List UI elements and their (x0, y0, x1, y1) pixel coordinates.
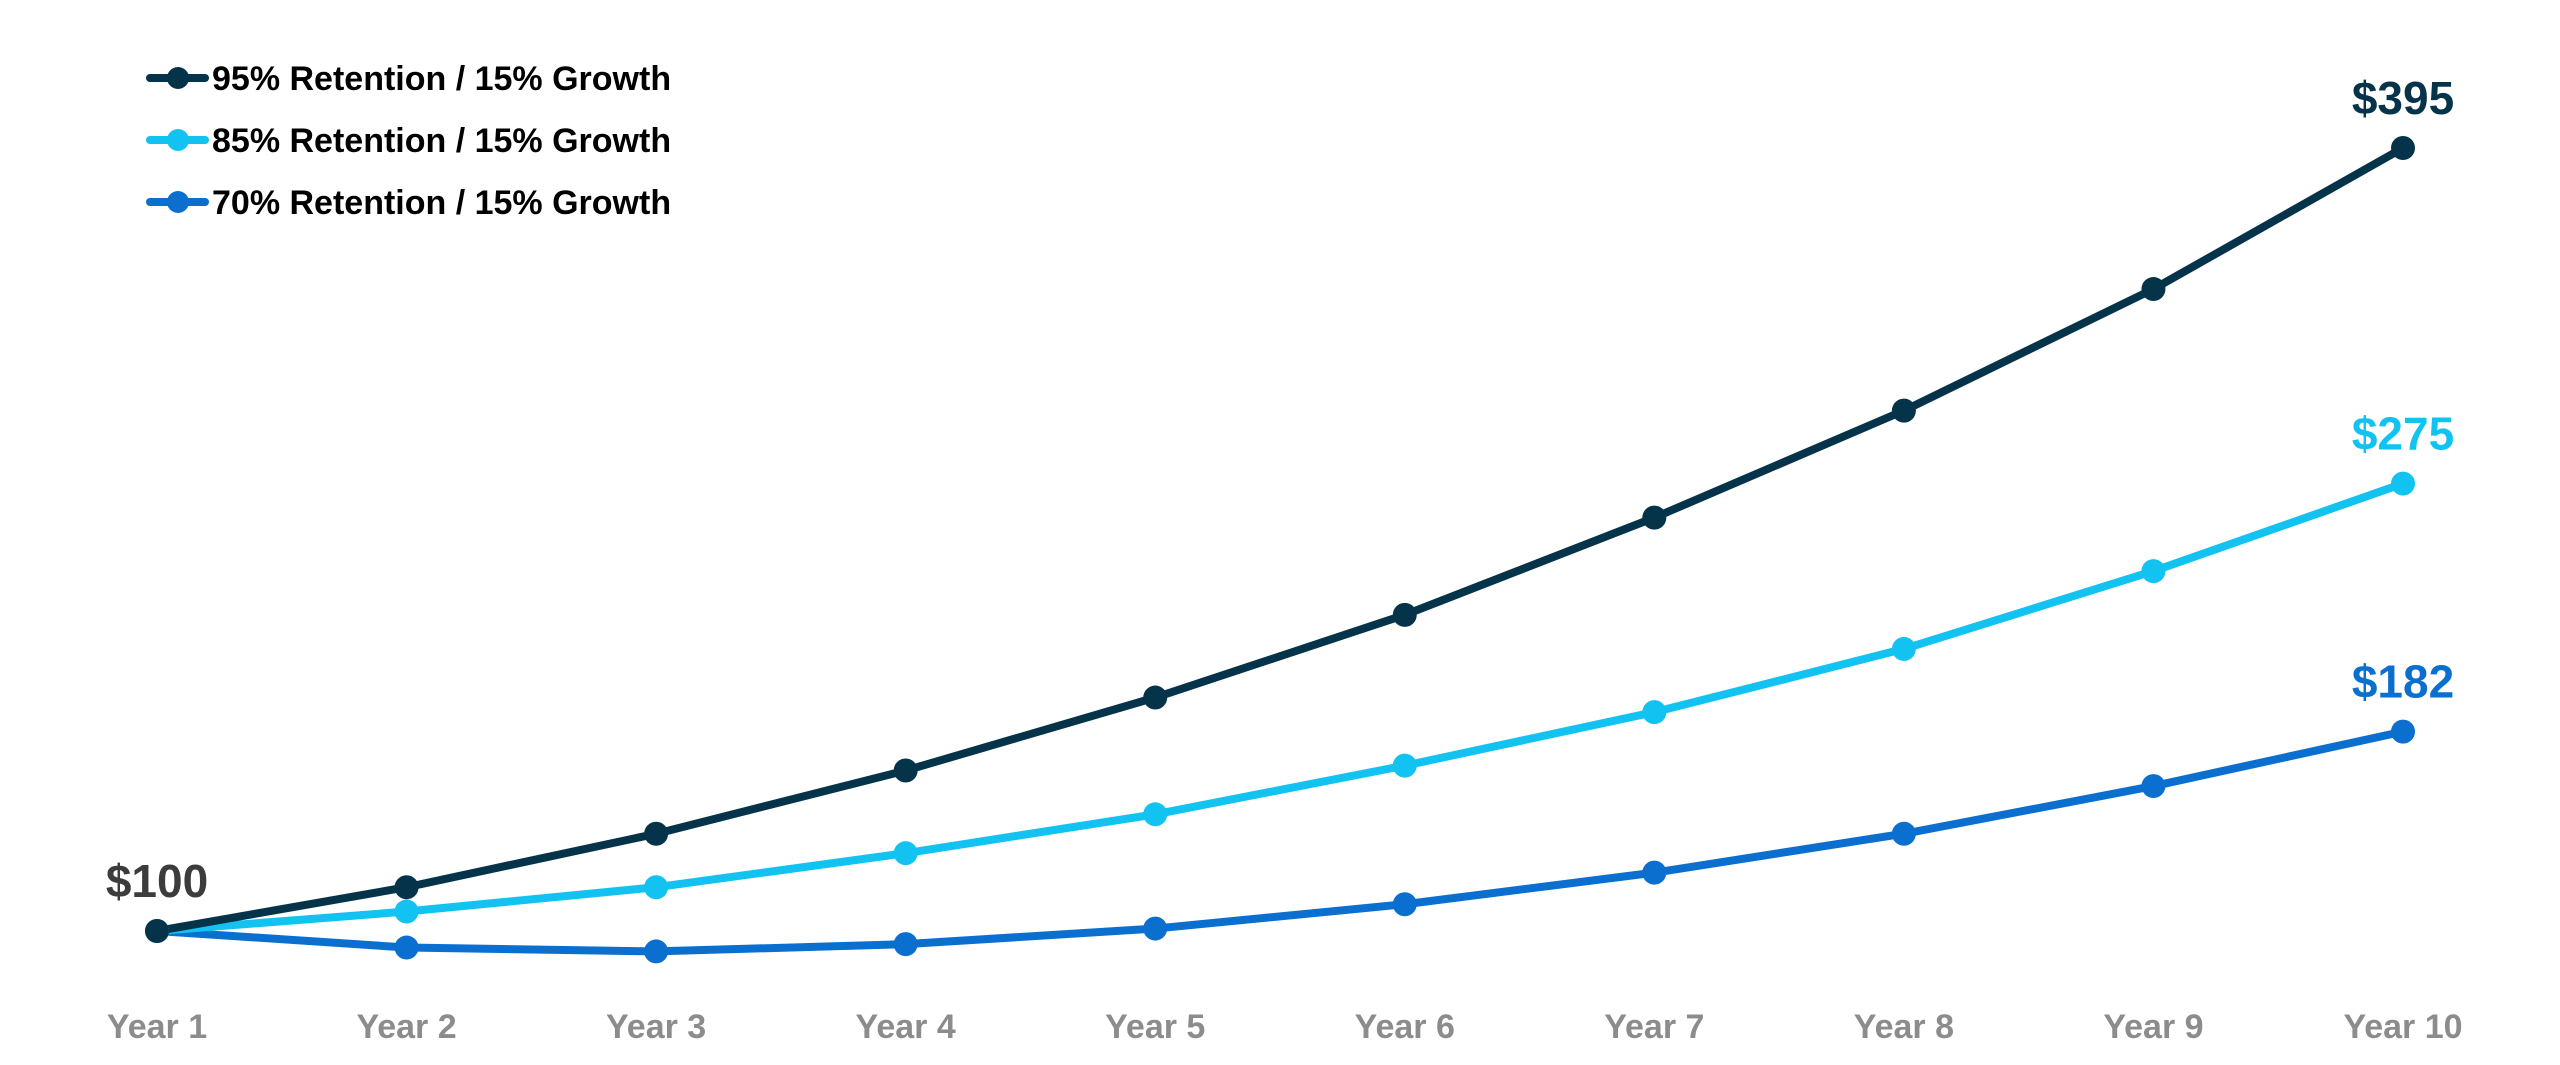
legend-entry-2: 85% Retention / 15% Growth (146, 122, 671, 160)
x-tick-label: Year 2 (356, 1008, 456, 1046)
data-point-s1-7 (1642, 505, 1667, 530)
legend-entry-1: 95% Retention / 15% Growth (146, 60, 671, 98)
data-point-s1-6 (1392, 602, 1417, 627)
data-point-s1-5 (1143, 685, 1168, 710)
data-point-s2-4 (893, 841, 918, 866)
x-tick-label: Year 8 (1854, 1008, 1954, 1046)
x-tick-label: Year 4 (856, 1008, 956, 1046)
data-point-s2-3 (644, 875, 669, 900)
data-point-s1-4 (893, 758, 918, 783)
data-point-s2-9 (2141, 559, 2166, 584)
x-axis-tick-labels: Year 1 Year 2 Year 3 Year 4 Year 5 Year 6 Year… (107, 1008, 2463, 1046)
legend-entry-3: 70% Retention / 15% Growth (146, 184, 671, 222)
data-point-s1-8 (1891, 398, 1916, 423)
x-tick-label: Year 7 (1604, 1008, 1704, 1046)
data-point-s3-9 (2141, 774, 2166, 799)
data-point-s2-5 (1143, 802, 1168, 827)
data-point-s1-10 (2391, 136, 2415, 160)
data-point-s3-5 (1143, 916, 1168, 941)
data-point-s3-8 (1891, 821, 1916, 846)
data-label: $182 (2352, 656, 2454, 708)
data-point-s3-4 (893, 932, 918, 957)
x-tick-label: Year 6 (1355, 1008, 1455, 1046)
data-point-s3-3 (644, 939, 669, 964)
x-tick-label: Year 3 (606, 1008, 706, 1046)
data-labels: $100 $395 $275 $182 (106, 72, 2454, 907)
data-point-s3-6 (1392, 892, 1417, 917)
legend-label: 95% Retention / 15% Growth (212, 60, 671, 98)
data-point-s2-7 (1642, 700, 1667, 725)
data-point-s3-2 (394, 935, 419, 960)
x-tick-label: Year 10 (2343, 1008, 2462, 1046)
legend: 95% Retention / 15% Growth 85% Retention … (146, 60, 671, 222)
legend-label: 85% Retention / 15% Growth (212, 122, 671, 160)
data-label: $275 (2352, 408, 2454, 460)
data-point-s1-2 (394, 875, 419, 900)
legend-marker (167, 191, 189, 213)
data-label: $395 (2352, 72, 2454, 124)
series-line-2 (153, 479, 2407, 935)
x-tick-label: Year 9 (2103, 1008, 2203, 1046)
data-point-s1-3 (644, 821, 669, 846)
x-tick-label: Year 5 (1105, 1008, 1205, 1046)
data-point-s2-10 (2391, 471, 2415, 496)
series-line-1 (153, 144, 2407, 935)
data-point-s3-10 (2391, 719, 2415, 744)
data-point-s3-7 (1642, 860, 1667, 885)
data-point-s2-8 (1891, 636, 1916, 661)
data-point-s1-9 (2141, 277, 2166, 302)
data-point-s2-2 (394, 899, 419, 924)
series-points (145, 136, 2415, 964)
series-line-3 (153, 727, 2407, 956)
data-point-s1-1 (145, 919, 169, 943)
data-point-s2-6 (1392, 753, 1417, 778)
data-label: $100 (106, 855, 208, 907)
legend-marker (167, 129, 189, 151)
series-lines (153, 144, 2407, 956)
x-tick-label: Year 1 (107, 1008, 207, 1046)
legend-marker (167, 67, 189, 89)
legend-label: 70% Retention / 15% Growth (212, 184, 671, 222)
